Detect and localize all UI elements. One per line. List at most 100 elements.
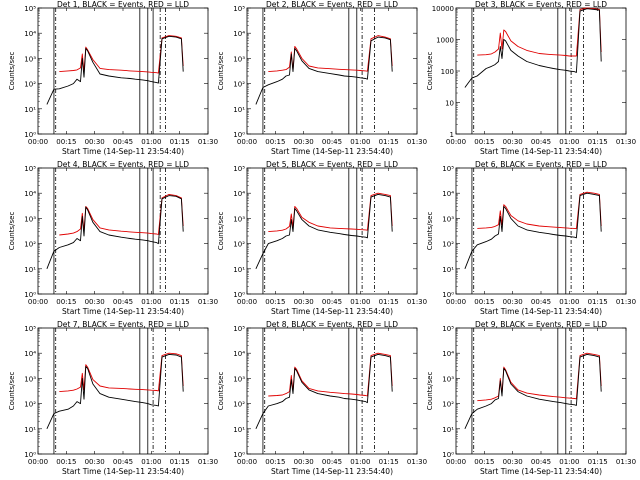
y-tick-label: 10⁰ xyxy=(442,451,454,459)
y-tick-label: 10¹ xyxy=(442,266,454,274)
events-series-line xyxy=(46,195,184,269)
y-tick-label: 10¹ xyxy=(442,426,454,434)
x-tick-label: 00:00 xyxy=(446,138,466,146)
y-tick-label: 10⁵ xyxy=(233,5,245,13)
y-axis-label: Counts/sec xyxy=(217,372,225,411)
y-tick-label: 10³ xyxy=(233,215,245,223)
y-tick-label: 10² xyxy=(24,401,36,409)
lld-series-line xyxy=(59,193,184,236)
y-tick-label: 10² xyxy=(24,81,36,89)
x-tick-label: 00:45 xyxy=(531,138,551,146)
panel-title: Det 3, BLACK = Events, RED = LLD xyxy=(475,0,607,9)
y-tick-label: 10 xyxy=(445,100,454,108)
x-tick-label: 00:45 xyxy=(113,138,133,146)
x-tick-label: 00:15 xyxy=(265,458,285,466)
detector-panel: 00:00 00:15 00:30 00:45 01:00 01:15 01:30 10⁰ 10… xyxy=(217,0,427,156)
x-axis-label: Start Time (14-Sep-11 23:54:40) xyxy=(62,147,184,156)
y-tick-label: 10¹ xyxy=(24,266,36,274)
x-tick-label: 01:30 xyxy=(407,458,427,466)
x-tick-label: 01:15 xyxy=(379,138,399,146)
panel-title: Det 8, BLACK = Events, RED = LLD xyxy=(266,320,398,329)
y-tick-label: 10³ xyxy=(233,375,245,383)
y-tick-label: 10⁴ xyxy=(442,190,454,198)
y-tick-label: 10⁵ xyxy=(24,165,36,173)
x-tick-label: 01:30 xyxy=(616,458,636,466)
y-tick-label: 10² xyxy=(233,241,245,249)
y-tick-label: 10³ xyxy=(24,215,36,223)
x-axis-label: Start Time (14-Sep-11 23:54:40) xyxy=(62,467,184,476)
y-tick-label: 10¹ xyxy=(24,426,36,434)
x-tick-label: 00:30 xyxy=(503,458,523,466)
x-tick-label: 01:15 xyxy=(170,458,190,466)
events-series-line xyxy=(464,192,602,269)
x-tick-label: 00:30 xyxy=(294,298,314,306)
y-tick-label: 10⁵ xyxy=(442,325,454,333)
detector-panel: 00:00 00:15 00:30 00:45 01:00 01:15 01:30 10⁰ 10… xyxy=(8,320,218,476)
x-tick-label: 00:15 xyxy=(56,138,76,146)
detector-panel: 00:00 00:15 00:30 00:45 01:00 01:15 01:30 1 10 10… xyxy=(426,0,636,156)
y-axis-label: Counts/sec xyxy=(426,52,434,91)
y-tick-label: 10⁴ xyxy=(442,350,454,358)
y-tick-label: 10² xyxy=(233,401,245,409)
x-tick-label: 01:00 xyxy=(141,458,161,466)
x-tick-label: 00:30 xyxy=(294,138,314,146)
x-tick-label: 01:30 xyxy=(407,138,427,146)
x-tick-label: 00:00 xyxy=(28,138,48,146)
x-tick-label: 01:30 xyxy=(198,298,218,306)
y-axis-label: Counts/sec xyxy=(426,212,434,251)
lld-series-line xyxy=(477,191,602,230)
x-tick-label: 01:30 xyxy=(616,138,636,146)
x-tick-label: 01:15 xyxy=(588,458,608,466)
y-tick-label: 10⁴ xyxy=(233,350,245,358)
detector-panel: 00:00 00:15 00:30 00:45 01:00 01:15 01:30 10⁰ 10… xyxy=(426,160,636,316)
x-axis-label: Start Time (14-Sep-11 23:54:40) xyxy=(480,307,602,316)
x-tick-label: 01:00 xyxy=(350,298,370,306)
x-axis-label: Start Time (14-Sep-11 23:54:40) xyxy=(480,147,602,156)
y-tick-label: 10⁴ xyxy=(24,30,36,38)
x-tick-label: 00:15 xyxy=(265,298,285,306)
x-tick-label: 00:00 xyxy=(446,298,466,306)
x-tick-label: 00:15 xyxy=(474,458,494,466)
plot-frame xyxy=(455,327,627,455)
detector-panel: 00:00 00:15 00:30 00:45 01:00 01:15 01:30 10⁰ 10… xyxy=(426,320,636,476)
lld-series-line xyxy=(477,7,602,57)
y-tick-label: 10⁴ xyxy=(233,190,245,198)
x-tick-label: 01:00 xyxy=(559,298,579,306)
y-tick-label: 10² xyxy=(24,241,36,249)
panel-title: Det 4, BLACK = Events, RED = LLD xyxy=(57,160,189,169)
events-series-line xyxy=(255,193,393,269)
detector-panel: 00:00 00:15 00:30 00:45 01:00 01:15 01:30 10⁰ 10… xyxy=(8,160,218,316)
y-axis-label: Counts/sec xyxy=(8,372,16,411)
x-tick-label: 00:45 xyxy=(322,458,342,466)
x-tick-label: 01:15 xyxy=(170,298,190,306)
y-tick-label: 10¹ xyxy=(233,266,245,274)
y-tick-label: 10⁰ xyxy=(24,291,36,299)
x-tick-label: 01:15 xyxy=(379,458,399,466)
y-tick-label: 10² xyxy=(442,401,454,409)
detector-panel: 00:00 00:15 00:30 00:45 01:00 01:15 01:30 10⁰ 10… xyxy=(217,320,427,476)
events-series-line xyxy=(255,353,393,429)
x-tick-label: 00:45 xyxy=(531,298,551,306)
panel-title: Det 6, BLACK = Events, RED = LLD xyxy=(475,160,607,169)
x-tick-label: 00:00 xyxy=(237,138,257,146)
y-tick-label: 10² xyxy=(233,81,245,89)
y-tick-label: 10³ xyxy=(24,55,36,63)
x-axis-label: Start Time (14-Sep-11 23:54:40) xyxy=(271,147,393,156)
y-tick-label: 10⁰ xyxy=(24,451,36,459)
lld-series-line xyxy=(477,352,602,402)
x-tick-label: 00:45 xyxy=(322,138,342,146)
y-tick-label: 10³ xyxy=(24,375,36,383)
y-tick-label: 10⁰ xyxy=(233,131,245,139)
x-tick-label: 00:00 xyxy=(28,298,48,306)
y-axis-label: Counts/sec xyxy=(8,212,16,251)
y-tick-label: 10² xyxy=(442,241,454,249)
x-tick-label: 00:15 xyxy=(265,138,285,146)
events-series-line xyxy=(255,36,393,105)
plot-frame xyxy=(246,327,418,455)
y-tick-label: 10⁵ xyxy=(24,325,36,333)
x-tick-label: 00:45 xyxy=(113,458,133,466)
y-axis-label: Counts/sec xyxy=(426,372,434,411)
x-tick-label: 00:30 xyxy=(85,298,105,306)
x-axis-label: Start Time (14-Sep-11 23:54:40) xyxy=(271,307,393,316)
